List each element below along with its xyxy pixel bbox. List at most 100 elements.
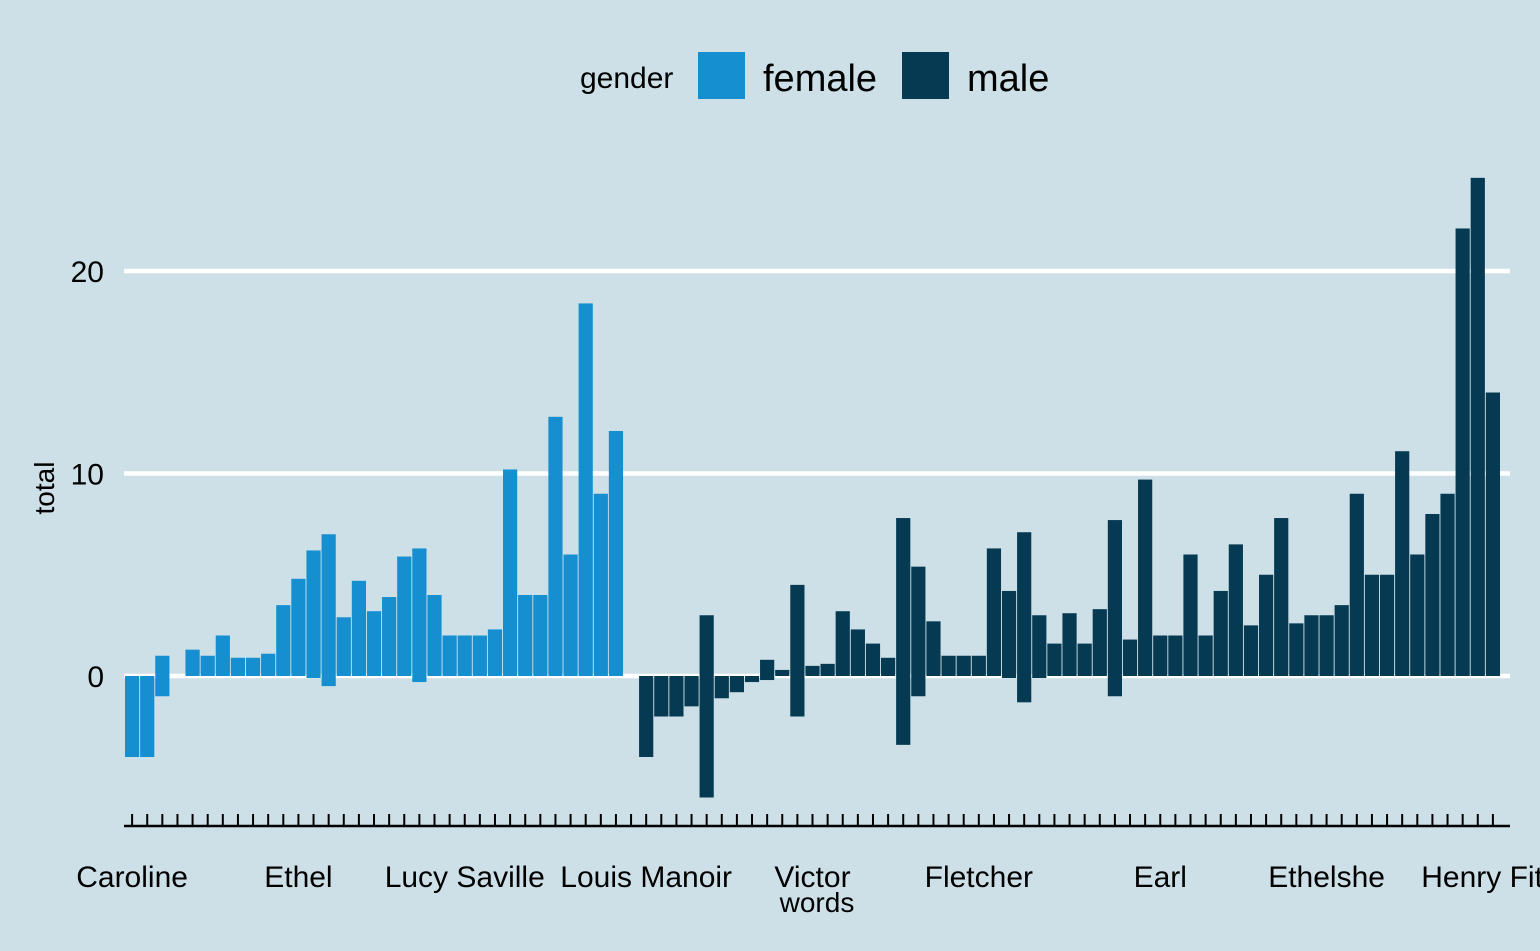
x-tick-label: Ethelshe: [1268, 861, 1385, 894]
bar-male: [941, 655, 956, 676]
bar-male: [1364, 574, 1380, 676]
bar-male: [896, 518, 911, 676]
bar-female: [261, 653, 276, 676]
bar-male: [1138, 479, 1153, 676]
bar-male: [775, 669, 790, 676]
bar-female: [442, 635, 457, 676]
bar-male: [1122, 639, 1138, 676]
bar-male: [699, 615, 714, 676]
bar-male: [684, 676, 699, 707]
bar-male: [1017, 676, 1032, 703]
bar-male: [1077, 643, 1092, 676]
bar-male: [1228, 544, 1243, 676]
bar-male: [1107, 520, 1122, 676]
legend-swatch-female: [698, 52, 745, 99]
bar-male: [820, 663, 835, 676]
bar-male: [1289, 623, 1304, 676]
bar-female: [366, 611, 382, 676]
legend-title: gender: [580, 62, 673, 95]
bar-male: [1047, 643, 1062, 676]
bar-male: [911, 676, 926, 697]
bar-male: [865, 643, 881, 676]
bar-male: [1410, 554, 1425, 676]
bar-female: [548, 416, 563, 676]
bar-female: [457, 635, 472, 676]
legend-label-male: male: [967, 58, 1049, 100]
bar-male: [729, 676, 744, 693]
bar-female: [245, 657, 261, 676]
x-axis: Caroline Ethel Lucy Saville Louis Manoir Vic…: [76, 814, 1540, 894]
bar-male: [1349, 493, 1364, 676]
bar-male: [1001, 590, 1017, 676]
bar-male: [760, 659, 775, 676]
bar-male: [881, 657, 896, 676]
bar-male: [1183, 554, 1198, 676]
bar-male: [1259, 574, 1274, 676]
bar-male: [1425, 514, 1440, 676]
bar-male: [1168, 635, 1183, 676]
bar-male: [1274, 518, 1289, 676]
bar-male: [1213, 590, 1228, 676]
bar-female: [608, 430, 624, 676]
bar-male: [1440, 493, 1455, 676]
bar-female: [140, 676, 155, 757]
bar-female: [306, 550, 321, 676]
bar-male: [1485, 392, 1500, 676]
y-axis-title: total: [29, 462, 60, 515]
bar-female: [291, 578, 306, 676]
x-axis-title: words: [779, 887, 855, 918]
y-tick-label: 20: [71, 256, 104, 289]
bar-male: [760, 676, 775, 681]
bar-male: [911, 566, 926, 676]
x-tick-label: Louis Manoir: [560, 861, 732, 894]
bar-female: [351, 580, 366, 676]
bar-female: [215, 635, 230, 676]
bar-female: [503, 469, 518, 676]
bar-male: [926, 621, 941, 676]
x-tick-label: Fletcher: [925, 861, 1033, 894]
bar-female: [185, 649, 200, 676]
bar-female: [427, 595, 442, 676]
y-tick-label: 0: [87, 661, 104, 694]
bar-female: [125, 676, 140, 757]
bar-male: [896, 676, 911, 745]
bar-female: [533, 595, 548, 676]
bar-female: [412, 676, 427, 683]
bar-male: [639, 676, 654, 757]
bar-male: [744, 676, 760, 683]
bar-male: [1243, 625, 1259, 676]
bar-male: [1153, 635, 1168, 676]
legend-label-female: female: [763, 58, 877, 100]
bar-male: [850, 629, 865, 676]
bar-male: [835, 611, 850, 676]
bar-male: [1304, 615, 1319, 676]
legend-swatch-male: [902, 52, 949, 99]
bar-male: [1001, 676, 1017, 679]
bar-female: [412, 548, 427, 676]
bar-male: [971, 655, 986, 676]
bar-female: [578, 303, 593, 676]
bar-male: [1032, 615, 1047, 676]
bar-male: [654, 676, 669, 717]
bar-female: [155, 655, 170, 676]
bar-female: [472, 635, 487, 676]
legend: gender female male: [580, 52, 1049, 100]
bar-female: [563, 554, 578, 676]
y-axis: 0 10 20: [71, 256, 104, 694]
bar-male: [1319, 615, 1334, 676]
bar-male: [1379, 574, 1395, 676]
bars: [125, 177, 1500, 798]
bar-female: [397, 556, 412, 676]
bar-female: [518, 595, 533, 676]
bar-female: [321, 676, 336, 687]
x-tick-label: Earl: [1134, 861, 1187, 894]
bar-male: [1455, 228, 1470, 676]
bar-male: [714, 676, 729, 699]
bar-male: [669, 676, 684, 717]
bar-male: [1092, 609, 1107, 676]
bar-male: [1107, 676, 1122, 697]
x-tick-label: Lucy Saville: [385, 861, 545, 894]
bar-male: [1470, 177, 1485, 676]
x-tick-label: Ethel: [264, 861, 332, 894]
